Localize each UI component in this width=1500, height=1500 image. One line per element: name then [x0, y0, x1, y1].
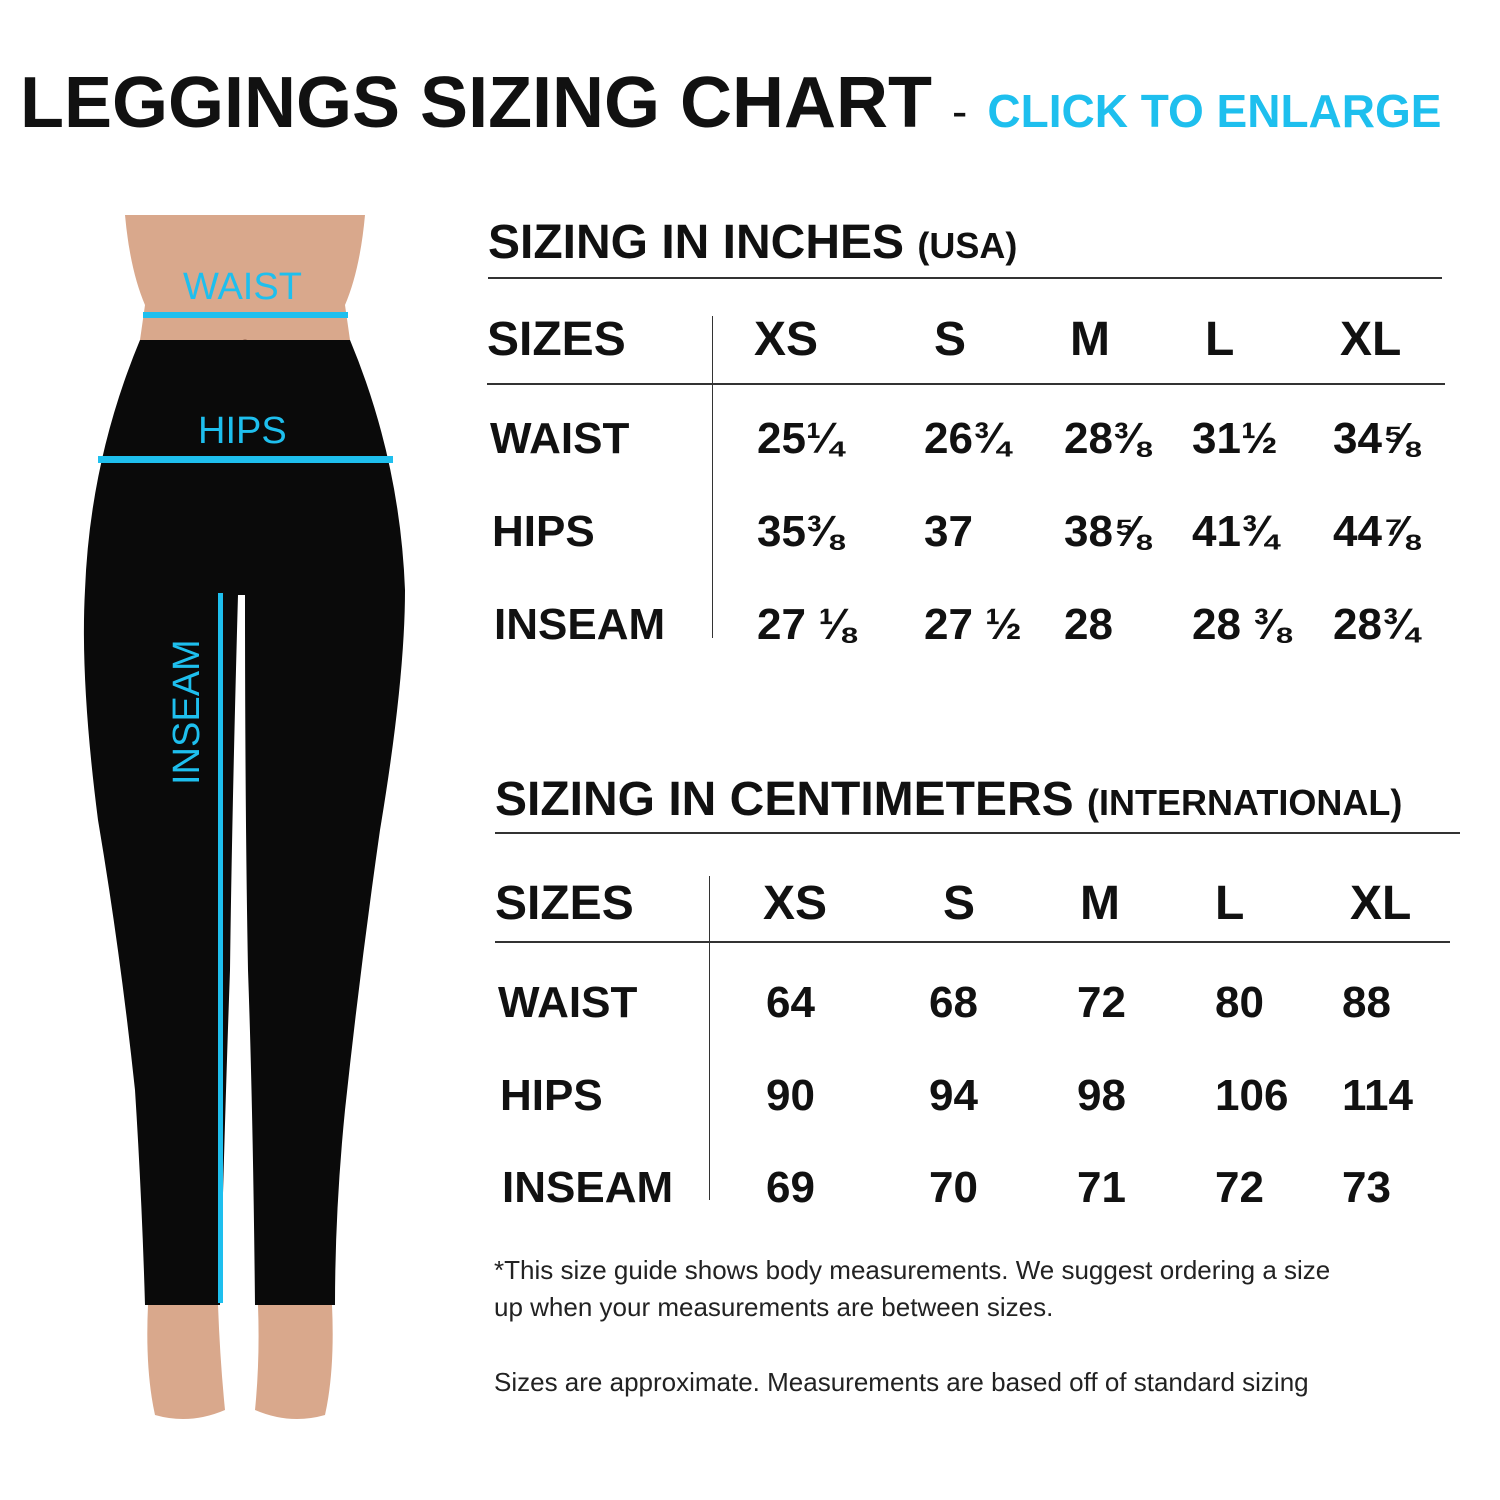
size-header-s: S	[943, 877, 976, 930]
size-header-l: L	[1215, 877, 1245, 930]
table-cell: 25¼	[757, 414, 843, 463]
table-cell: 44⅞	[1333, 507, 1419, 556]
row-label-waist: WAIST	[498, 978, 638, 1027]
row-label-hips: HIPS	[500, 1071, 603, 1120]
leggings	[83, 340, 406, 1305]
header-divider	[495, 941, 1450, 943]
table-cell: 64	[766, 978, 815, 1027]
right-foot	[255, 1305, 333, 1419]
table-cell: 71	[1077, 1163, 1126, 1212]
table-cell: 98	[1077, 1071, 1126, 1120]
size-header-s: S	[934, 313, 967, 366]
table-cell: 31½	[1192, 414, 1278, 463]
cm-heading: SIZING IN CENTIMETERS (INTERNATIONAL)	[495, 772, 1402, 827]
table-cell: 70	[929, 1163, 978, 1212]
column-divider	[712, 316, 713, 638]
waist-label: WAIST	[183, 266, 302, 308]
table-cell: 69	[766, 1163, 815, 1212]
page-title: LEGGINGS SIZING CHART - CLICK TO ENLARGE	[20, 62, 1441, 144]
table-cell: 94	[929, 1071, 978, 1120]
table-cell: 114	[1342, 1071, 1413, 1120]
left-foot	[147, 1305, 225, 1419]
table-cell: 90	[766, 1071, 815, 1120]
size-header-xs: XS	[754, 313, 819, 366]
size-header-l: L	[1205, 313, 1235, 366]
title-text: LEGGINGS SIZING CHART	[20, 63, 933, 143]
inches-subtitle: (USA)	[917, 225, 1018, 266]
table-cell: 106	[1215, 1071, 1289, 1120]
divider	[488, 277, 1442, 279]
hips-label: HIPS	[198, 410, 287, 452]
sizes-label: SIZES	[495, 877, 634, 930]
table-cell: 88	[1342, 978, 1391, 1027]
header-divider	[487, 383, 1445, 385]
table-cell: 35⅜	[757, 507, 843, 556]
click-to-enlarge-link[interactable]: CLICK TO ENLARGE	[987, 85, 1442, 137]
table-cell: 41¾	[1192, 507, 1278, 556]
waist-line	[143, 312, 348, 318]
size-header-m: M	[1080, 877, 1120, 930]
table-cell: 26¾	[924, 414, 1010, 463]
size-header-xl: XL	[1340, 313, 1402, 366]
row-label-hips: HIPS	[492, 507, 595, 556]
row-label-waist: WAIST	[490, 414, 630, 463]
row-label-inseam: INSEAM	[494, 600, 666, 649]
cm-title: SIZING IN CENTIMETERS	[495, 773, 1074, 826]
inches-heading: SIZING IN INCHES (USA)	[488, 215, 1017, 270]
table-cell: 73	[1342, 1163, 1391, 1212]
table-cell: 28 ⅜	[1192, 600, 1290, 649]
table-cell: 28⅜	[1064, 414, 1150, 463]
table-cell: 80	[1215, 978, 1264, 1027]
table-cell: 28	[1064, 600, 1113, 649]
note-line-2: up when your measurements are between si…	[494, 1292, 1054, 1322]
title-separator: -	[952, 85, 968, 137]
table-cell: 68	[929, 978, 978, 1027]
table-cell: 28¾	[1333, 600, 1419, 649]
column-divider	[709, 876, 710, 1200]
table-cell: 72	[1215, 1163, 1264, 1212]
inseam-line	[218, 593, 223, 1303]
size-header-xs: XS	[763, 877, 828, 930]
cm-subtitle: (INTERNATIONAL)	[1087, 782, 1403, 823]
divider	[495, 832, 1460, 834]
table-cell: 37	[924, 507, 973, 556]
note-line-3: Sizes are approximate. Measurements are …	[494, 1367, 1309, 1397]
sizes-label: SIZES	[487, 313, 626, 366]
table-cell: 38⅝	[1064, 507, 1150, 556]
hips-line	[98, 456, 393, 463]
table-cell: 34⅝	[1333, 414, 1419, 463]
leggings-figure	[83, 215, 406, 1419]
inches-title: SIZING IN INCHES	[488, 216, 905, 269]
torso	[125, 215, 365, 340]
table-cell: 27 ½	[924, 600, 1022, 649]
table-cell: 27 ⅛	[757, 600, 855, 649]
size-header-xl: XL	[1350, 877, 1412, 930]
table-cell: 72	[1077, 978, 1126, 1027]
row-label-inseam: INSEAM	[502, 1163, 674, 1212]
inseam-label: INSEAM	[166, 639, 208, 785]
size-header-m: M	[1070, 313, 1110, 366]
note-line-1: *This size guide shows body measurements…	[494, 1255, 1331, 1285]
